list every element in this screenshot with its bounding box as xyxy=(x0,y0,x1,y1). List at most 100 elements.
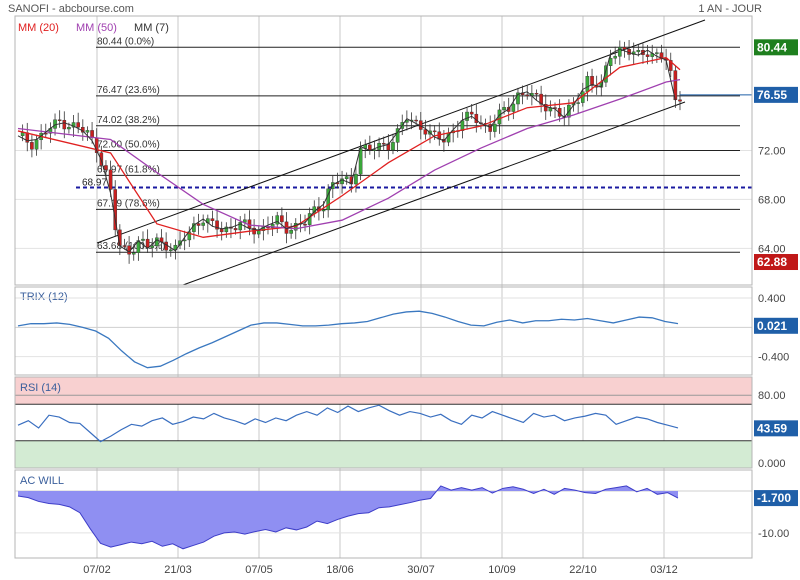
x-tick-label: 18/06 xyxy=(326,564,354,576)
candle-body xyxy=(57,119,62,121)
candle-body xyxy=(465,111,469,121)
candle-body xyxy=(414,119,418,122)
legend-ma20: MM (20) xyxy=(18,22,59,34)
candle-body xyxy=(201,222,205,226)
rsi-title: RSI (14) xyxy=(20,382,61,394)
high-price-badge-bg xyxy=(754,39,798,56)
candle-body xyxy=(326,188,330,211)
price-y-tick: 64.00 xyxy=(758,243,786,255)
candle-body xyxy=(604,65,608,83)
price-panel xyxy=(14,15,753,286)
candle-body xyxy=(122,245,127,247)
candle-body xyxy=(219,228,224,233)
candle-body xyxy=(539,93,543,105)
fib-label: 69.97 (61.8%) xyxy=(97,164,160,175)
candle-body xyxy=(534,92,539,95)
candle-body xyxy=(71,122,76,128)
candle-body xyxy=(67,127,71,130)
candle-body xyxy=(178,240,182,246)
candle-body xyxy=(668,60,673,71)
rsi-overbought-zone xyxy=(15,377,752,405)
candle-body xyxy=(62,119,67,130)
candle-body xyxy=(576,102,580,104)
candle-body xyxy=(655,52,659,54)
candle-body xyxy=(164,241,168,251)
candle-body xyxy=(511,103,516,112)
candle-body xyxy=(215,220,219,230)
rsi-y-tick: 80.00 xyxy=(758,390,786,402)
candle-body xyxy=(340,178,344,185)
trix-y-tick: -0.400 xyxy=(758,352,789,364)
candle-body xyxy=(30,142,34,150)
fib-label: 74.02 (38.2%) xyxy=(97,115,160,126)
will-area xyxy=(18,485,678,549)
candle-body xyxy=(354,173,358,185)
candles xyxy=(20,40,682,264)
will-title: AC WILL xyxy=(20,475,64,487)
will-value-badge-bg xyxy=(754,490,798,507)
candle-body xyxy=(344,176,349,180)
support-label: 68.97 xyxy=(82,178,107,189)
candle-body xyxy=(372,149,377,151)
candle-body xyxy=(525,94,530,96)
trix-y-tick: 0.400 xyxy=(758,293,786,305)
trix-title: TRIX (12) xyxy=(20,291,68,303)
candle-body xyxy=(280,215,284,223)
candle-body xyxy=(85,130,90,133)
current-price-badge-bg xyxy=(754,86,798,103)
trix-value-badge-bg xyxy=(754,317,798,334)
candle-body xyxy=(391,142,395,151)
x-tick-label: 07/02 xyxy=(83,564,111,576)
period-label: 1 AN - JOUR xyxy=(698,3,762,15)
trix-value-badge: 0.021 xyxy=(757,319,787,333)
price-y-tick: 72.00 xyxy=(758,146,786,158)
candle-body xyxy=(622,47,627,50)
x-tick-label: 07/05 xyxy=(245,564,273,576)
chart-title: SANOFI - abcbourse.com xyxy=(8,3,134,15)
legend-ma50: MM (50) xyxy=(76,22,117,34)
candle-body xyxy=(590,76,594,86)
will-y-tick: -10.00 xyxy=(758,528,789,540)
candle-body xyxy=(224,226,229,233)
candle-body xyxy=(210,218,215,221)
candle-body xyxy=(381,142,386,145)
candle-body xyxy=(585,76,590,92)
trix-panel xyxy=(14,286,753,376)
candle-body xyxy=(104,165,108,171)
channel-upper xyxy=(96,19,706,244)
low-price-badge: 62.88 xyxy=(757,255,787,269)
legend-ma7: MM (7) xyxy=(134,22,169,34)
candle-body xyxy=(423,129,428,135)
candle-body xyxy=(618,47,622,57)
candle-body xyxy=(543,104,548,112)
candle-body xyxy=(233,228,238,231)
trix-line xyxy=(17,310,679,369)
candle-body xyxy=(150,245,155,248)
candle-body xyxy=(613,56,617,59)
candle-body xyxy=(289,230,293,234)
candle-body xyxy=(502,107,506,111)
ma20-line xyxy=(17,56,681,238)
rsi-line xyxy=(17,404,679,443)
candle-body xyxy=(636,50,641,53)
ma50-line xyxy=(17,78,681,230)
rsi-panel xyxy=(14,376,753,469)
x-tick-label: 22/10 xyxy=(569,564,597,576)
price-y-tick: 68.00 xyxy=(758,194,786,206)
candle-body xyxy=(256,230,261,235)
candle-body xyxy=(34,139,39,150)
candle-body xyxy=(196,223,201,226)
candle-body xyxy=(469,111,474,115)
high-price-badge: 80.44 xyxy=(757,40,787,54)
candle-body xyxy=(20,132,25,137)
fib-label: 72.00 (50.0%) xyxy=(97,140,160,151)
candle-body xyxy=(493,123,497,132)
candle-body xyxy=(108,169,113,190)
x-tick-label: 30/07 xyxy=(407,564,435,576)
candle-body xyxy=(141,238,145,241)
candle-body xyxy=(395,128,400,143)
rsi-value-badge-bg xyxy=(754,420,798,437)
candle-body xyxy=(608,57,613,66)
fib-label: 80.44 (0.0%) xyxy=(97,36,154,47)
